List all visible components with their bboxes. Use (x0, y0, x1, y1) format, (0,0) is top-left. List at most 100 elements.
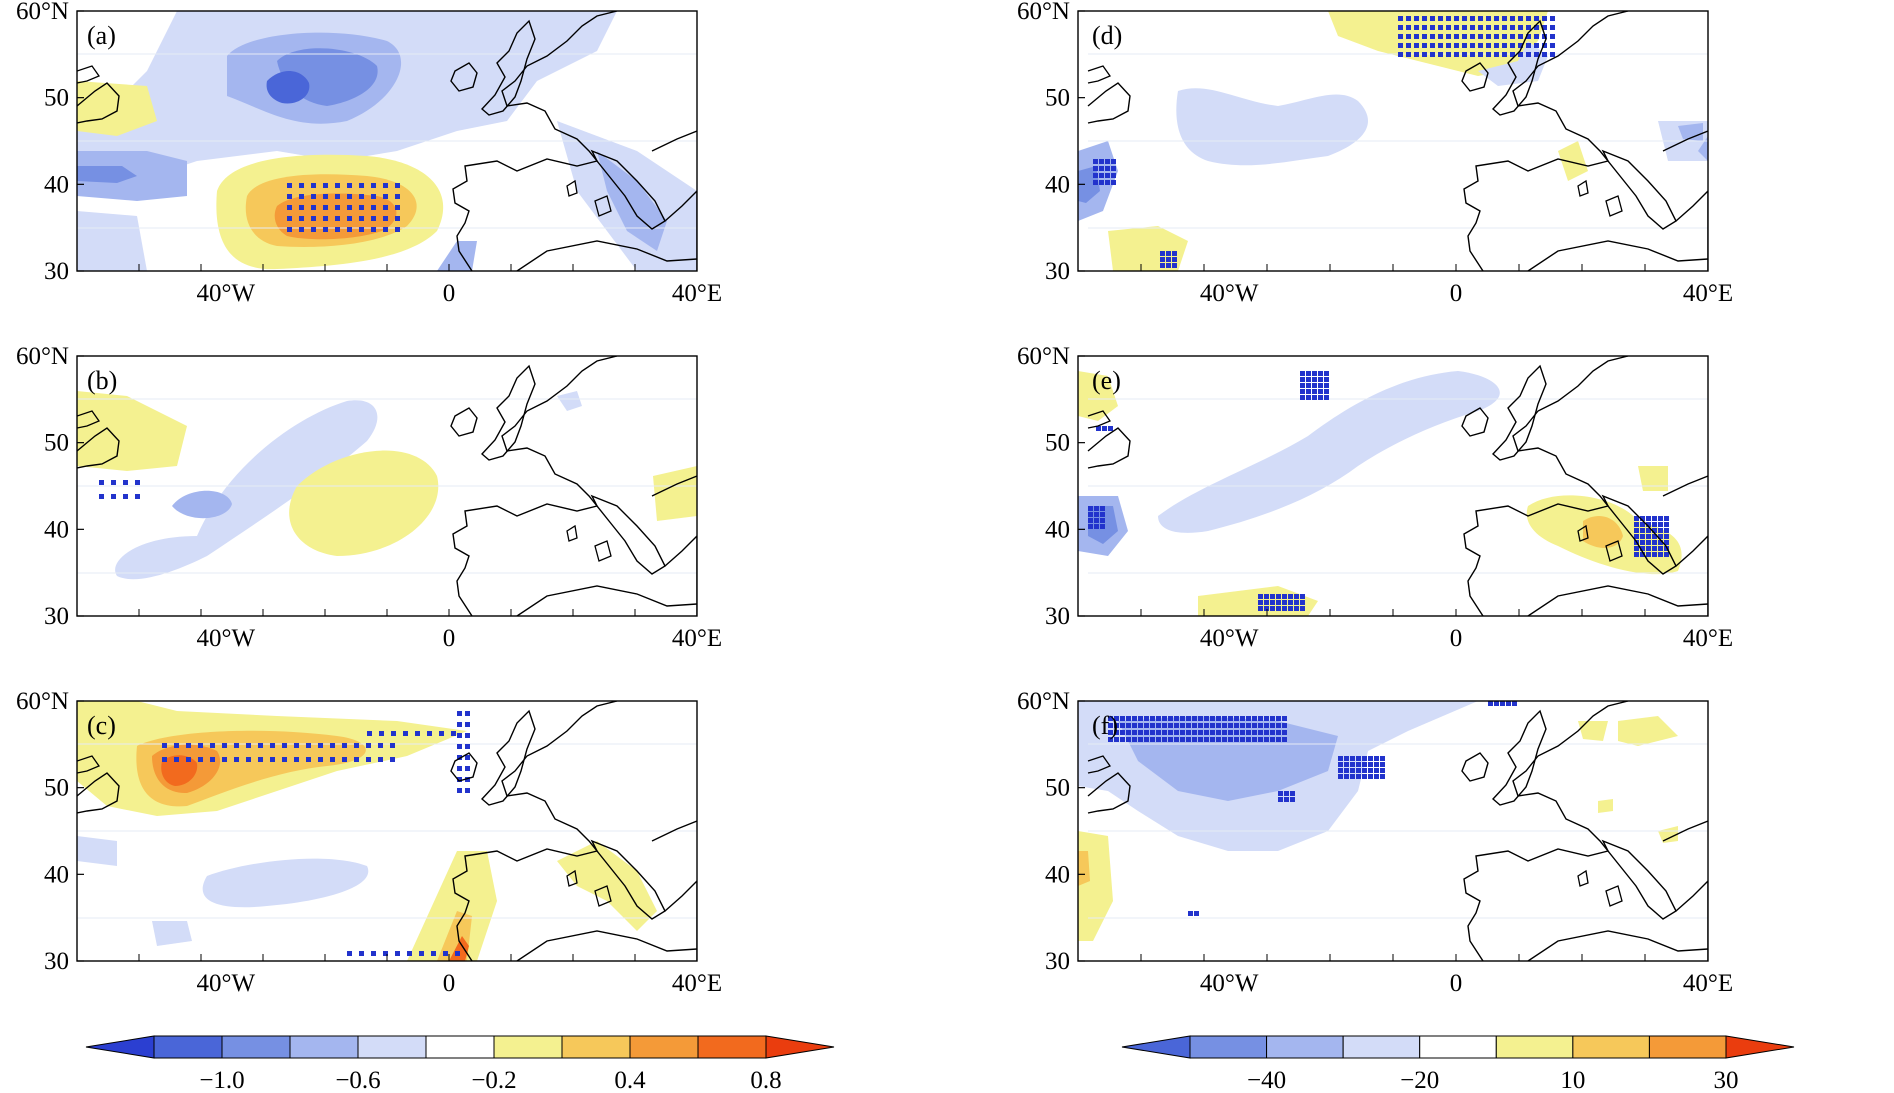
significance-dot (1462, 43, 1467, 48)
significance-dot (1284, 797, 1289, 802)
significance-dot (1640, 516, 1645, 521)
lon-tick-label: 40°E (1683, 280, 1733, 307)
significance-dot (1264, 606, 1269, 611)
significance-dot (1288, 594, 1293, 599)
significance-dot (1350, 768, 1355, 773)
significance-dot (1246, 737, 1251, 742)
significance-dot (1454, 16, 1459, 21)
significance-dot (1306, 383, 1311, 388)
lat-tick-label: 30 (1045, 603, 1070, 630)
significance-dot (1162, 730, 1167, 735)
significance-dot (371, 951, 376, 956)
significance-dot (443, 951, 448, 956)
significance-dot (1380, 756, 1385, 761)
significance-dot (1204, 716, 1209, 721)
significance-dot (1350, 774, 1355, 779)
significance-dot (1300, 594, 1305, 599)
significance-dot (1454, 52, 1459, 57)
significance-dot (1380, 762, 1385, 767)
significance-dot (246, 757, 251, 762)
significance-dot (258, 743, 263, 748)
significance-dot (347, 975, 352, 980)
significance-dot (183, 642, 188, 647)
significance-dot (1640, 534, 1645, 539)
significance-dot (1414, 43, 1419, 48)
significance-dot (1500, 701, 1505, 706)
significance-dot (299, 205, 304, 210)
significance-dot (1126, 723, 1131, 728)
significance-dot (1422, 25, 1427, 30)
significance-dot (347, 183, 352, 188)
significance-dot (1446, 52, 1451, 57)
significance-dot (1192, 716, 1197, 721)
significance-dot (457, 711, 462, 716)
significance-dot (1344, 774, 1349, 779)
significance-dot (378, 743, 383, 748)
significance-dot (1478, 34, 1483, 39)
significance-dot (1646, 516, 1651, 521)
significance-dot (1156, 737, 1161, 742)
colorbar-segment (357, 1035, 427, 1059)
significance-dot (391, 731, 396, 736)
significance-dot (1222, 730, 1227, 735)
significance-dot (1430, 16, 1435, 21)
colorbar-segment (221, 1035, 291, 1059)
significance-dot (371, 183, 376, 188)
significance-dot (1518, 16, 1523, 21)
significance-dot (1150, 716, 1155, 721)
significance-dot (1454, 43, 1459, 48)
significance-dot (1100, 518, 1105, 523)
significance-dot (1534, 43, 1539, 48)
significance-dot (1652, 552, 1657, 557)
lon-tick-label: 0 (443, 970, 456, 997)
significance-dot (359, 951, 364, 956)
significance-dot (1502, 16, 1507, 21)
significance-dot (1414, 16, 1419, 21)
significance-dot (1646, 546, 1651, 551)
significance-dot (1276, 594, 1281, 599)
significance-dot (1222, 716, 1227, 721)
significance-dot (1368, 768, 1373, 773)
significance-dot (1198, 716, 1203, 721)
significance-dot (1228, 737, 1233, 742)
significance-dot (457, 788, 462, 793)
lat-tick-label: 30 (44, 948, 69, 975)
lon-tick-label: 40°E (1683, 625, 1733, 652)
significance-dot (1264, 723, 1269, 728)
significance-dot (427, 731, 432, 736)
significance-dot (1502, 34, 1507, 39)
significance-dot (246, 743, 251, 748)
significance-dot (1658, 528, 1663, 533)
significance-dot (1294, 600, 1299, 605)
significance-dot (371, 216, 376, 221)
significance-dot (1156, 730, 1161, 735)
significance-dot (1174, 737, 1179, 742)
significance-dot (1138, 716, 1143, 721)
significance-dot (395, 963, 400, 968)
significance-dot (1114, 737, 1119, 742)
significance-dot (1318, 383, 1323, 388)
colorbar-segment (1266, 1035, 1344, 1059)
significance-dot (1288, 606, 1293, 611)
significance-dot (1174, 730, 1179, 735)
colorbar-label: 10 (1560, 1067, 1585, 1093)
significance-dot (383, 951, 388, 956)
significance-dot (1126, 730, 1131, 735)
significance-dot (1258, 737, 1263, 742)
significance-dot (1252, 730, 1257, 735)
significance-dot (1338, 774, 1343, 779)
significance-dot (1414, 34, 1419, 39)
significance-dot (1550, 43, 1555, 48)
significance-dot (1634, 534, 1639, 539)
significance-dot (395, 227, 400, 232)
significance-dot (282, 757, 287, 762)
significance-dot (1174, 723, 1179, 728)
significance-dot (1264, 594, 1269, 599)
significance-dot (1446, 25, 1451, 30)
significance-dot (1486, 43, 1491, 48)
significance-dot (465, 766, 470, 771)
significance-dot (455, 963, 460, 968)
significance-dot (287, 183, 292, 188)
significance-dot (1652, 546, 1657, 551)
colorbar-label: −1.0 (199, 1067, 244, 1093)
